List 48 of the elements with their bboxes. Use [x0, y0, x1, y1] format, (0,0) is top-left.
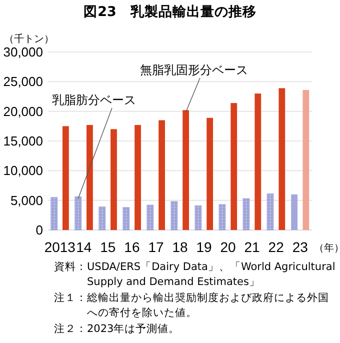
- x-tick-label: 17: [148, 239, 164, 255]
- text: 資料：USDA/ERS「Dairy Data」、「World Agricultural Supply and Demand Estimates」: [54, 260, 336, 288]
- bar: [50, 197, 58, 230]
- x-tick-label: 19: [196, 239, 212, 255]
- y-tick-label: 30,000: [3, 44, 43, 60]
- bar: [206, 118, 214, 230]
- text: 乳脂肪分ベース: [52, 93, 136, 107]
- x-tick-label: 18: [172, 239, 188, 255]
- bar: [74, 196, 82, 230]
- y-tick-label: 10,000: [3, 163, 43, 178]
- x-axis-title: （年）: [314, 242, 340, 254]
- bar: [278, 88, 286, 230]
- text: 注２：2023年は予測値。: [54, 322, 180, 335]
- x-tick-label: 2013: [44, 239, 76, 255]
- x-tick-label: 20: [220, 239, 236, 255]
- x-tick-label: 23: [292, 239, 308, 255]
- x-tick-label: 15: [100, 239, 116, 255]
- y-axis-title: （千トン）: [4, 33, 54, 45]
- chart-title: 図23 乳製品輸出量の推移: [84, 4, 256, 20]
- bar: [62, 126, 69, 230]
- series-label: 無脂乳固形分ベース: [140, 63, 248, 77]
- bar: [266, 194, 274, 230]
- bar: [182, 110, 190, 230]
- x-tick-label: 21: [244, 239, 260, 255]
- bar: [146, 204, 154, 230]
- text: 注１：総輸出量から輸出奨励制度および政府による外国への寄付を除いた値。: [54, 291, 329, 319]
- bar: [122, 207, 130, 230]
- bar: [86, 124, 93, 230]
- y-tick-label: 25,000: [3, 74, 43, 90]
- bar: [134, 124, 141, 230]
- bar: [218, 204, 226, 230]
- bar: [170, 201, 178, 230]
- bar: [291, 194, 298, 230]
- bar: [302, 90, 310, 230]
- x-tick-label: 16: [124, 239, 140, 255]
- x-tick-label: 14: [76, 239, 92, 255]
- x-tick-label: 22: [268, 239, 284, 255]
- bar: [254, 94, 262, 230]
- bar: [98, 206, 106, 230]
- bar: [194, 205, 202, 230]
- y-tick-label: 20,000: [3, 104, 43, 119]
- bar: [158, 120, 165, 230]
- y-tick-label: 5,000: [10, 192, 43, 208]
- y-tick-label: 15,000: [3, 134, 43, 148]
- bar: [110, 129, 117, 230]
- y-tick-label: 0: [36, 222, 43, 238]
- bar: [242, 198, 250, 230]
- bar: [230, 103, 238, 230]
